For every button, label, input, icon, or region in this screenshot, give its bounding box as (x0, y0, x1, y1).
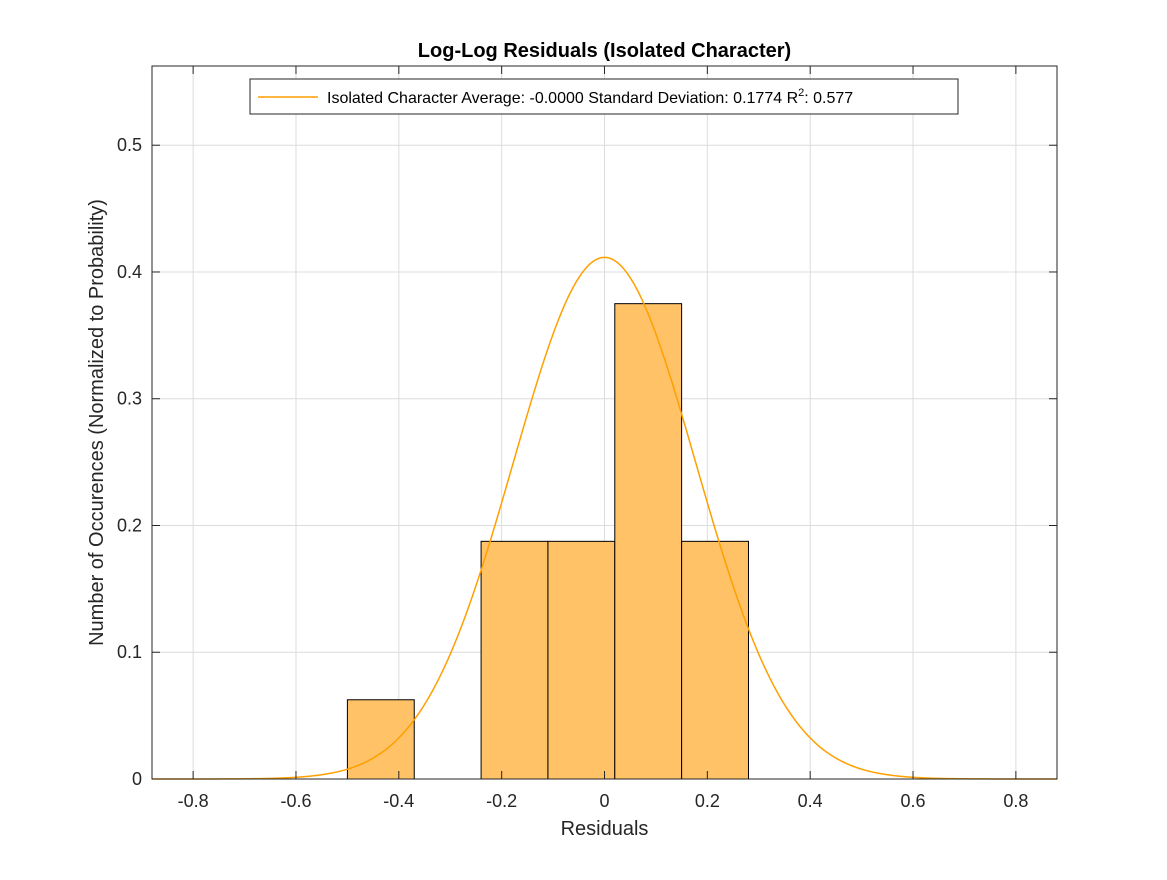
x-tick-label: 0.2 (695, 791, 720, 811)
histogram-bar (547, 540, 616, 780)
x-tick-label: -0.2 (486, 791, 517, 811)
histogram-bars (346, 303, 749, 780)
chart-title: Log-Log Residuals (Isolated Character) (418, 40, 791, 62)
histogram-bar (346, 699, 415, 780)
y-tick-label: 0.1 (117, 642, 142, 662)
legend: Isolated Character Average: -0.0000 Stan… (249, 78, 959, 115)
y-tick-label: 0 (132, 769, 142, 789)
legend-label-main: Isolated Character Average: -0.0000 Stan… (327, 90, 798, 107)
y-tick-label: 0.4 (117, 262, 142, 282)
y-tick-label: 0.5 (117, 135, 142, 155)
x-tick-label: 0.8 (1003, 791, 1028, 811)
x-tick-label: 0.4 (798, 791, 823, 811)
x-tick-label: 0 (599, 791, 609, 811)
x-tick-label: -0.4 (383, 791, 414, 811)
legend-label-tail: : 0.577 (804, 90, 853, 107)
y-tick-label: 0.2 (117, 515, 142, 535)
histogram-bar (480, 540, 549, 780)
legend-box (249, 78, 959, 115)
grid-lines (152, 66, 1057, 780)
fit-curve-line (152, 256, 1057, 780)
tick-labels: -0.8 -0.6 -0.4 -0.2 0 0.2 0.4 0.6 0.8 0 0.1 0.2 0.3 0… (117, 135, 1028, 811)
y-tick-label: 0.3 (117, 389, 142, 409)
histogram-bar (681, 540, 749, 780)
legend-label-superscript: 2 (798, 87, 804, 99)
histogram-bar (614, 303, 683, 780)
fit-curve-layer (152, 256, 1057, 780)
x-tick-label: -0.6 (280, 791, 311, 811)
y-axis-label: Number of Occurences (Normalized to Prob… (86, 199, 108, 646)
x-axis-label: Residuals (561, 818, 649, 840)
x-tick-label: 0.6 (901, 791, 926, 811)
axis-ticks (152, 66, 1057, 780)
legend-label: Isolated Character Average: -0.0000 Stan… (327, 87, 853, 107)
x-tick-label: -0.8 (178, 791, 209, 811)
